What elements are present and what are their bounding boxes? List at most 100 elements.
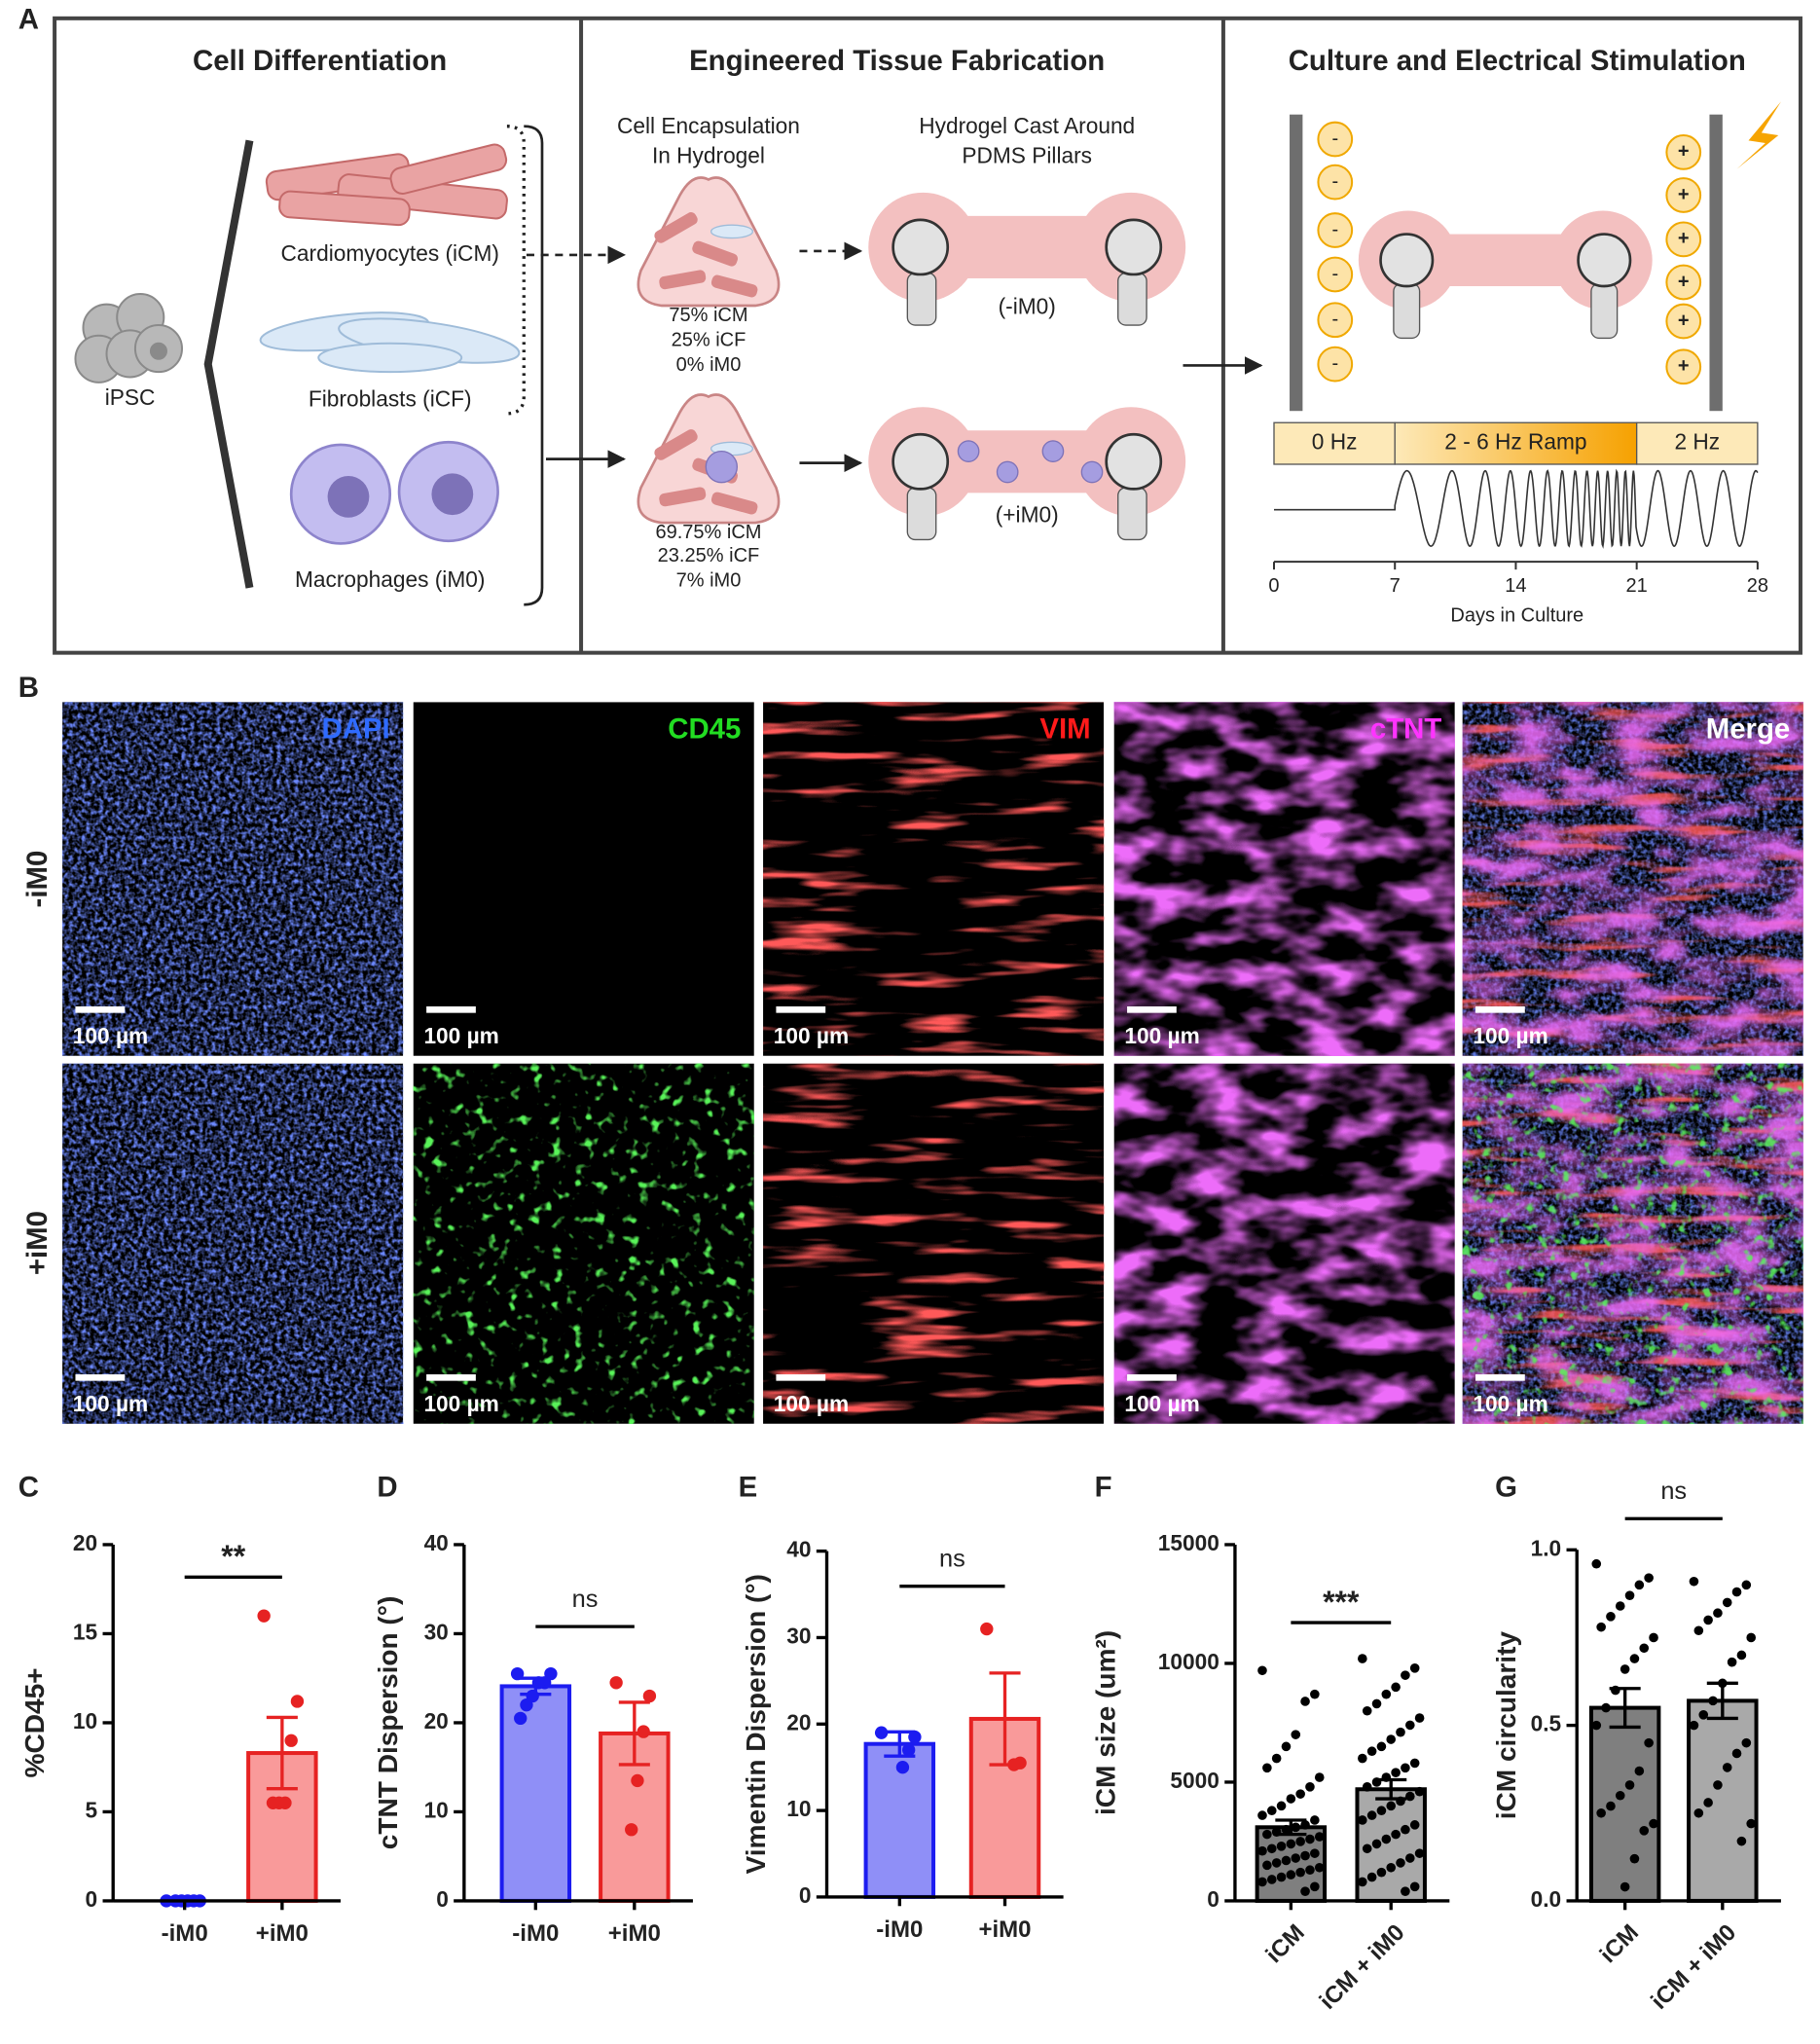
data-point (609, 1676, 623, 1690)
pillar (1105, 218, 1163, 276)
charge-sign: - (1331, 263, 1338, 284)
data-point (1257, 1877, 1267, 1887)
y-tick-label: 40 (786, 1537, 811, 1562)
data-point (257, 1609, 271, 1623)
fan (203, 139, 254, 589)
x-tick-label: iCM (1261, 1919, 1310, 1968)
pillar-stem (906, 487, 937, 541)
x-tick-label: iCM + iM0 (1646, 1919, 1741, 2015)
data-point (908, 1730, 922, 1744)
composition: 25% iCF (672, 329, 746, 350)
data-point (1624, 1590, 1635, 1600)
y-tick-label: 5000 (1170, 1768, 1219, 1793)
y-tick-label: 10000 (1158, 1649, 1219, 1674)
significance-label: ns (572, 1586, 599, 1613)
data-point (1386, 1801, 1397, 1811)
data-point (1606, 1801, 1616, 1811)
data-point (1300, 1850, 1310, 1861)
y-tick-label: 20 (786, 1709, 811, 1734)
scale-bar (75, 1373, 126, 1381)
data-point (1314, 1862, 1325, 1873)
x-tick-label: +iM0 (978, 1916, 1031, 1943)
data-point (1624, 1780, 1635, 1790)
data-point (1391, 1829, 1401, 1840)
data-point (1708, 1696, 1718, 1706)
charge-sign: + (1678, 271, 1690, 292)
data-point (290, 1695, 305, 1708)
phase-label: 2 Hz (1674, 429, 1720, 455)
phase-box (1635, 421, 1759, 465)
data-point (1596, 1807, 1606, 1818)
data-point (1698, 1709, 1709, 1720)
y-axis-label: cTNT Dispersion (°) (373, 1596, 403, 1850)
scale-label: 100 µm (423, 1391, 498, 1416)
scale-label: 100 µm (73, 1391, 148, 1416)
data-point (1689, 1576, 1699, 1587)
cell (710, 274, 758, 298)
charge (1665, 177, 1702, 213)
scale-bar (426, 1373, 476, 1381)
data-point (1291, 1822, 1301, 1833)
pillar-stem (1117, 487, 1147, 541)
scale-label: 100 µm (1124, 1391, 1199, 1416)
y-axis-label: Vimentin Dispersion (°) (741, 1574, 771, 1874)
channel-label: cTNT (1370, 713, 1441, 746)
charge (1665, 264, 1702, 301)
charge (1665, 348, 1702, 385)
waveform (1274, 468, 1759, 549)
data-point (1731, 1748, 1742, 1759)
panel-letter: B (18, 672, 39, 704)
channel-label: Merge (1706, 713, 1791, 746)
data-point (1620, 1664, 1630, 1674)
y-tick-label: 10 (424, 1797, 449, 1822)
data-point (1649, 1818, 1658, 1829)
data-point (1310, 1689, 1320, 1699)
data-point (1689, 1720, 1699, 1731)
stain (763, 702, 1105, 1056)
data-point (1629, 1654, 1640, 1663)
macrophage (957, 440, 980, 462)
lightning (1736, 101, 1781, 169)
data-point (1276, 1842, 1287, 1851)
data-point (1703, 1615, 1713, 1625)
data-point (1639, 1826, 1650, 1836)
data-point (1366, 1872, 1377, 1882)
macrophage (996, 460, 1019, 484)
scale-bar (776, 1373, 826, 1381)
panel-letter: F (1095, 1471, 1112, 1503)
data-point (1639, 1643, 1650, 1654)
data-point (1286, 1870, 1296, 1880)
phase-label: 0 Hz (1312, 429, 1358, 455)
axis-label: Days in Culture (1450, 605, 1583, 627)
scale-label: 100 µm (423, 1023, 498, 1048)
charge-sign: + (1678, 310, 1690, 331)
charge-sign: - (1331, 352, 1338, 374)
phase-label: 2 - 6 Hz Ramp (1444, 429, 1586, 455)
data-point (1295, 1789, 1305, 1799)
y-tick-label: 30 (786, 1623, 811, 1648)
x-tick-label: 21 (1626, 575, 1648, 597)
data-point (1401, 1670, 1410, 1680)
stain (1113, 702, 1455, 1056)
x-tick-label: -iM0 (876, 1916, 923, 1943)
data-point (1300, 1886, 1310, 1896)
data-point (1727, 1657, 1737, 1667)
data-point (1746, 1818, 1757, 1829)
data-point (1291, 1853, 1301, 1863)
x-tick-label: 0 (1268, 575, 1279, 597)
data-point (1396, 1727, 1405, 1737)
data-point (1358, 1815, 1367, 1825)
row-label: -iM0 (21, 851, 54, 908)
scale-label: 100 µm (73, 1023, 148, 1048)
charge (1317, 121, 1354, 158)
data-point (1266, 1875, 1277, 1884)
scale-bar (426, 1005, 476, 1013)
x-tick-label: -iM0 (162, 1920, 208, 1947)
data-point (284, 1734, 298, 1747)
data-point (520, 1697, 533, 1712)
stain (763, 1063, 1105, 1424)
panel-letter: G (1495, 1471, 1517, 1503)
y-tick-label: 1.0 (1531, 1535, 1562, 1560)
charge (1317, 256, 1354, 293)
stain (62, 1063, 404, 1424)
